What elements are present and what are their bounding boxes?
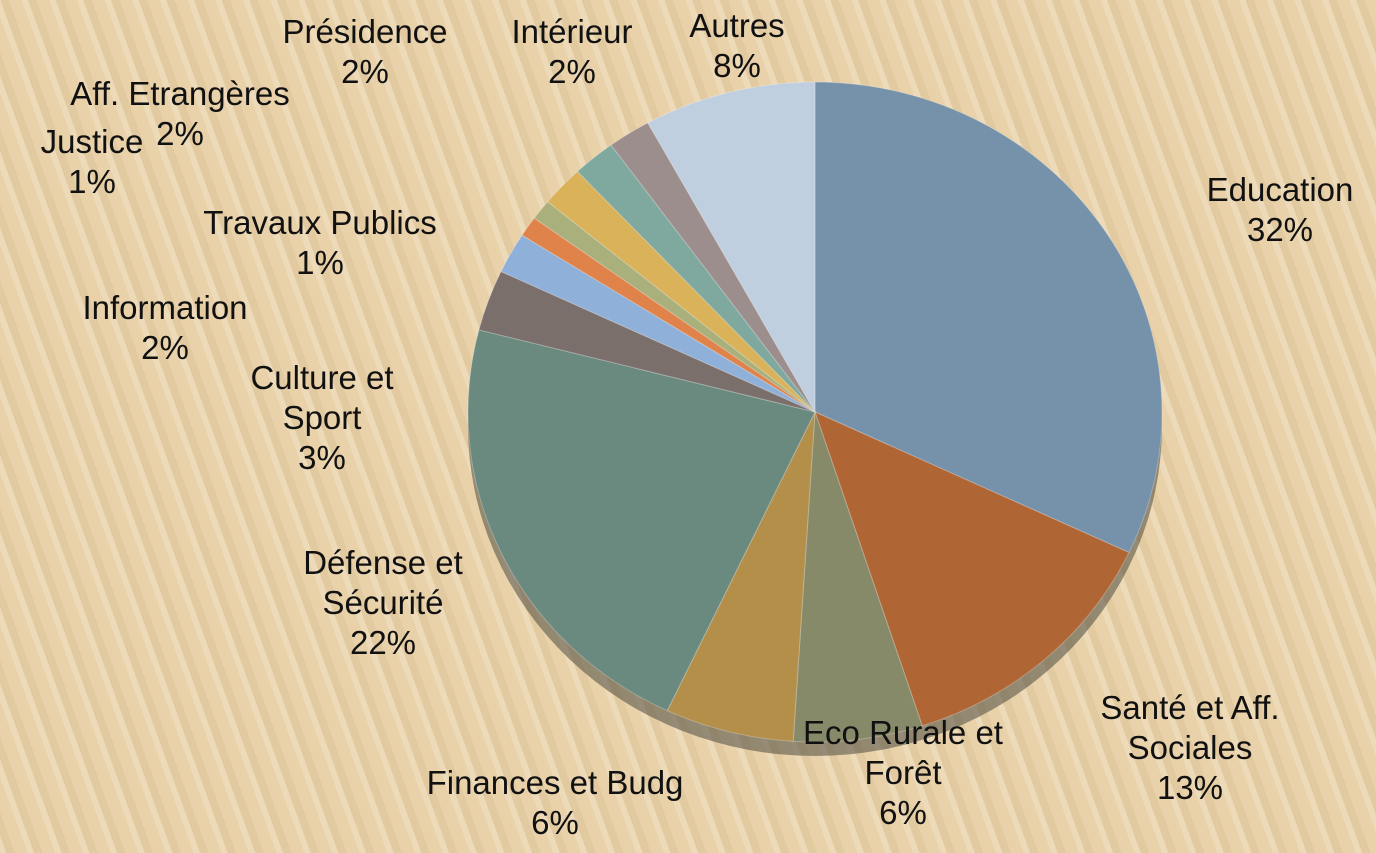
slice-label: Education 32% [1180,170,1376,250]
slice-label: Culture et Sport 3% [232,358,412,478]
slice-name: Eco Rurale et Forêt [803,714,1003,791]
slice-name: Intérieur [511,13,633,50]
slice-name: Travaux Publics [203,204,437,241]
slice-value: 13% [1156,769,1224,806]
slice-name: Education [1206,171,1354,208]
slice-value: 2% [548,53,596,90]
slice-label: Justice 1% [12,122,172,202]
slice-name: Santé et Aff. Sociales [1100,689,1280,766]
slice-label: Eco Rurale et Forêt 6% [773,713,1033,833]
pie-slice [500,234,816,413]
slice-label: Présidence 2% [255,12,475,92]
slice-name: Autres [689,7,785,44]
slice-value: 2% [156,115,204,152]
pie-slice [521,217,816,413]
slice-name: Finances et Budg [426,764,684,801]
slice-value: 6% [879,794,927,831]
slice-value: 1% [68,163,116,200]
slice-label: Finances et Budg 6% [390,763,720,843]
slice-value: 32% [1246,211,1314,248]
slice-value: 8% [713,47,761,84]
slice-name: Justice [40,123,144,160]
pie-slice [610,122,816,413]
slice-value: 6% [531,804,579,841]
slice-label: Information 2% [45,288,285,368]
slice-label: Intérieur 2% [492,12,652,92]
pie-slice [533,200,816,413]
slice-label: Santé et Aff. Sociales 13% [1070,688,1310,808]
slice-label: Autres 8% [662,6,812,86]
slice-value: 3% [298,439,346,476]
slice-name: Défense et Sécurité [303,544,463,621]
slice-name: Aff. Etrangères [70,75,290,112]
pie-slice [647,81,816,414]
pie-slice [467,329,816,712]
slice-label: Défense et Sécurité 22% [283,543,483,663]
pie-slice [546,170,816,413]
slice-label: Aff. Etrangères 2% [35,74,325,154]
pie-slice [814,81,1163,554]
slice-name: Présidence [282,13,448,50]
pie-slice [666,411,816,742]
slice-value: 1% [296,244,344,281]
pie-slice [478,270,816,413]
slice-label: Travaux Publics 1% [170,203,470,283]
slice-value: 22% [349,624,417,661]
pie-slice [792,411,923,743]
slice-name: Culture et Sport [250,359,394,436]
pie-slice [814,411,1130,727]
slice-value: 2% [341,53,389,90]
slice-name: Information [82,289,248,326]
slice-value: 2% [141,329,189,366]
pie-slice [576,144,816,413]
